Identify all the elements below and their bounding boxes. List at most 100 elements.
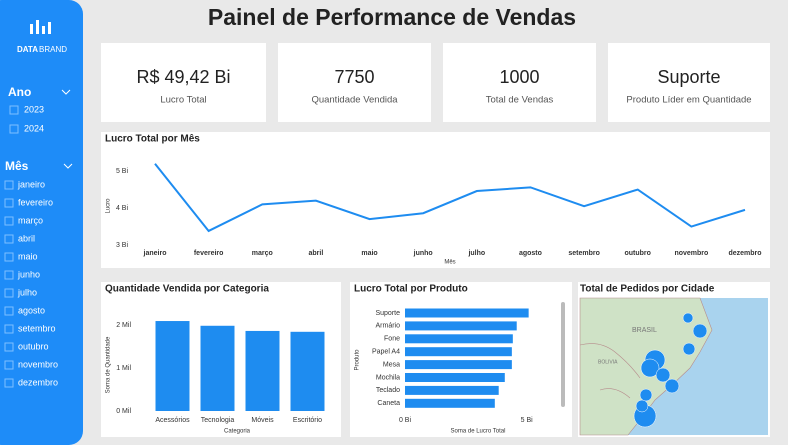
month-option[interactable]: julho: [17, 287, 37, 297]
city-bubble: [635, 399, 649, 413]
kpi-card: [608, 43, 770, 122]
y-tick-label: Armário: [375, 323, 400, 330]
y-tick-label: Mochila: [376, 374, 400, 381]
month-option[interactable]: março: [18, 215, 43, 225]
x-tick-label: outubro: [625, 250, 651, 257]
y-tick-label: 5 Bi: [116, 168, 129, 175]
checkbox[interactable]: [4, 270, 14, 280]
x-tick-label: março: [252, 250, 273, 257]
logo-bar: [48, 22, 51, 34]
x-tick-label: Acessórios: [155, 417, 190, 424]
bar: [405, 385, 499, 395]
month-option[interactable]: junho: [17, 269, 40, 279]
y-tick-label: Suporte: [375, 310, 400, 317]
checkbox[interactable]: [4, 288, 14, 298]
filter-title: Ano: [8, 85, 31, 99]
bar: [405, 321, 517, 331]
checkbox[interactable]: [4, 360, 14, 370]
checkbox[interactable]: [9, 105, 19, 115]
y-axis-label: Soma de Quantidade: [106, 336, 112, 393]
city-bubble: [682, 312, 694, 324]
y-tick-label: 4 Bi: [116, 205, 129, 212]
month-option[interactable]: novembro: [18, 359, 58, 369]
y-axis-label: Lucro: [106, 198, 112, 214]
y-tick-label: 1 Mil: [116, 365, 131, 372]
kpi-card: [101, 43, 266, 122]
x-tick-label: Móveis: [251, 417, 274, 424]
chevron: [63, 163, 73, 169]
y-tick-label: 2 Mil: [116, 322, 131, 329]
y-tick-label: Caneta: [377, 400, 400, 407]
checkbox[interactable]: [4, 198, 14, 208]
x-axis-label: Mês: [444, 260, 455, 266]
checkbox[interactable]: [4, 180, 14, 190]
kpi-value: 1000: [499, 67, 539, 87]
month-option[interactable]: fevereiro: [18, 197, 53, 207]
kpi-card: [443, 43, 596, 122]
year-option[interactable]: 2024: [24, 123, 44, 133]
scrollbar: [561, 302, 565, 407]
x-tick-label: julho: [467, 250, 485, 257]
city-bubble: [664, 378, 680, 394]
bar: [245, 330, 280, 411]
sidebar: [0, 0, 83, 445]
chevron: [61, 89, 71, 95]
x-tick-label: Escritório: [293, 417, 322, 424]
bar: [290, 331, 325, 411]
x-tick-label: Tecnologia: [201, 417, 235, 424]
checkbox[interactable]: [4, 252, 14, 262]
month-option[interactable]: setembro: [18, 323, 56, 333]
month-option[interactable]: maio: [18, 251, 38, 261]
checkbox[interactable]: [4, 234, 14, 244]
chart-title: Quantidade Vendida por Categoria: [105, 284, 269, 295]
city-bubble: [655, 367, 671, 383]
kpi-value: 7750: [334, 67, 374, 87]
month-option[interactable]: dezembro: [18, 377, 58, 387]
chart-title: Lucro Total por Mês: [105, 134, 200, 145]
kpi-card: [278, 43, 431, 122]
month-option[interactable]: janeiro: [17, 179, 45, 189]
kpi-label: Total de Vendas: [486, 95, 554, 106]
kpi-label: Quantidade Vendida: [311, 95, 398, 106]
x-axis-label: Soma de Lucro Total: [451, 429, 506, 435]
checkbox[interactable]: [4, 378, 14, 388]
x-tick-label: dezembro: [728, 250, 761, 257]
checkbox[interactable]: [4, 324, 14, 334]
city-bubble: [682, 342, 696, 356]
checkbox[interactable]: [4, 216, 14, 226]
kpi-label: Produto Líder em Quantidade: [626, 95, 751, 106]
x-tick-label: janeiro: [143, 250, 167, 257]
map-label: BRASIL: [632, 327, 657, 334]
panel: [350, 282, 572, 437]
bar: [405, 308, 529, 318]
filter-title: Mês: [5, 159, 29, 173]
checkbox[interactable]: [4, 306, 14, 316]
map-label: BOLIVIA: [598, 359, 618, 365]
year-option[interactable]: 2023: [24, 104, 44, 114]
chart-title: Total de Pedidos por Cidade: [580, 284, 715, 295]
month-option[interactable]: agosto: [18, 305, 45, 315]
x-tick-label: fevereiro: [194, 250, 224, 257]
x-tick-label: abril: [309, 250, 324, 257]
bar: [155, 321, 190, 411]
logo-bar: [30, 24, 33, 34]
city-bubble: [639, 388, 653, 402]
bar: [405, 360, 512, 370]
y-tick-label: 0 Mil: [116, 408, 131, 415]
month-option[interactable]: outubro: [18, 341, 49, 351]
x-tick-label: maio: [361, 250, 377, 257]
y-tick-label: Papel A4: [372, 349, 400, 356]
logo-bar: [42, 26, 45, 34]
y-tick-label: Fone: [384, 336, 400, 343]
checkbox[interactable]: [4, 342, 14, 352]
city-bubble: [692, 323, 708, 339]
x-tick-label: novembro: [674, 250, 708, 257]
y-tick-label: Mesa: [383, 361, 400, 368]
x-tick-label: setembro: [568, 250, 600, 257]
map-border: [579, 343, 641, 399]
month-option[interactable]: abril: [18, 233, 35, 243]
checkbox[interactable]: [9, 124, 19, 134]
x-tick-label: junho: [413, 250, 433, 257]
kpi-label: Lucro Total: [160, 95, 206, 106]
